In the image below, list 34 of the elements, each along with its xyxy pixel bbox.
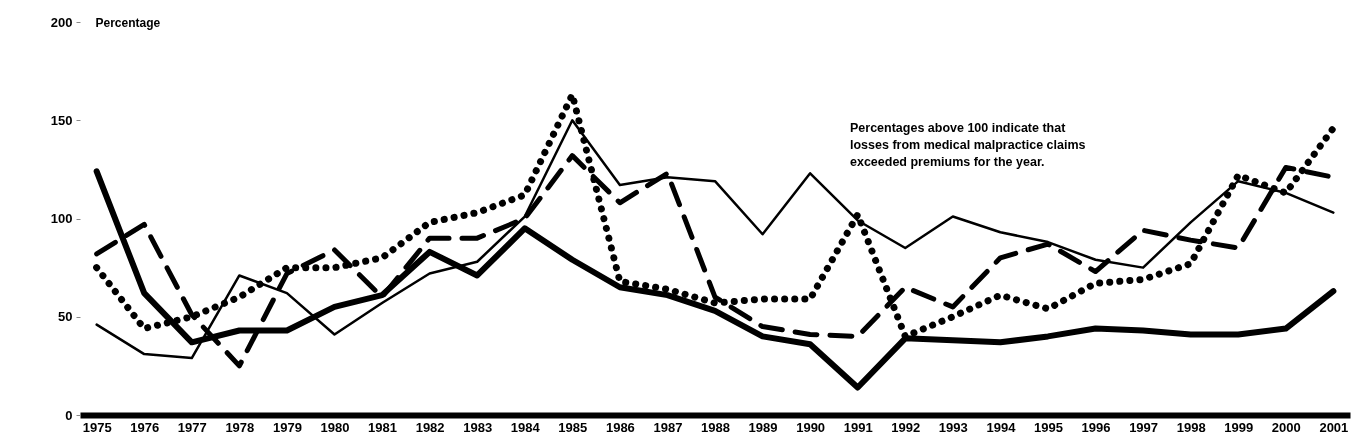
- x-tick-label: 1991: [843, 419, 873, 435]
- x-tick-label: 1993: [938, 419, 968, 435]
- y-tick-label: 200: [50, 14, 73, 30]
- x-tick-label: 1990: [796, 419, 826, 435]
- x-tick-label: 1988: [701, 419, 730, 435]
- x-tick-label: 1978: [225, 419, 255, 435]
- x-tick-label: 1982: [415, 419, 445, 435]
- x-tick-label: 1976: [130, 419, 160, 435]
- x-tick-label: 1989: [748, 419, 778, 435]
- y-tick-label: 50: [58, 309, 73, 325]
- annotation: Percentages above 100 indicate that losses from medical malpractice claims exceeded premiums for the year.: [850, 121, 1086, 169]
- x-tick-label: 1998: [1176, 419, 1206, 435]
- y-tick-label: 100: [50, 211, 73, 226]
- y-tick-label: 0: [65, 407, 73, 423]
- x-tick-label: 2001: [1319, 419, 1349, 435]
- x-tick-label: 1979: [272, 419, 302, 435]
- x-tick-label: 1977: [177, 419, 207, 435]
- x-tick-label: 1984: [510, 419, 541, 435]
- x-tick-label: 1987: [653, 419, 683, 435]
- x-tick-label: 1992: [891, 419, 921, 435]
- y-tick-label: 150: [50, 112, 73, 128]
- x-tick-label: 1995: [1034, 419, 1063, 435]
- x-tick-label: 1985: [558, 419, 588, 435]
- x-tick-label: 1986: [605, 419, 635, 435]
- x-tick-label: 1997: [1129, 419, 1159, 435]
- x-tick-label: 1975: [82, 419, 112, 435]
- x-tick-label: 1981: [368, 419, 397, 435]
- x-tick-label: 1983: [463, 419, 493, 435]
- y-axis-title: Percentage: [95, 15, 161, 30]
- x-tick-label: 1999: [1224, 419, 1254, 435]
- x-tick-label: 1994: [986, 419, 1017, 435]
- x-tick-label: 2000: [1271, 419, 1301, 435]
- x-tick-label: 1996: [1081, 419, 1111, 435]
- x-tick-label: 1980: [320, 419, 350, 435]
